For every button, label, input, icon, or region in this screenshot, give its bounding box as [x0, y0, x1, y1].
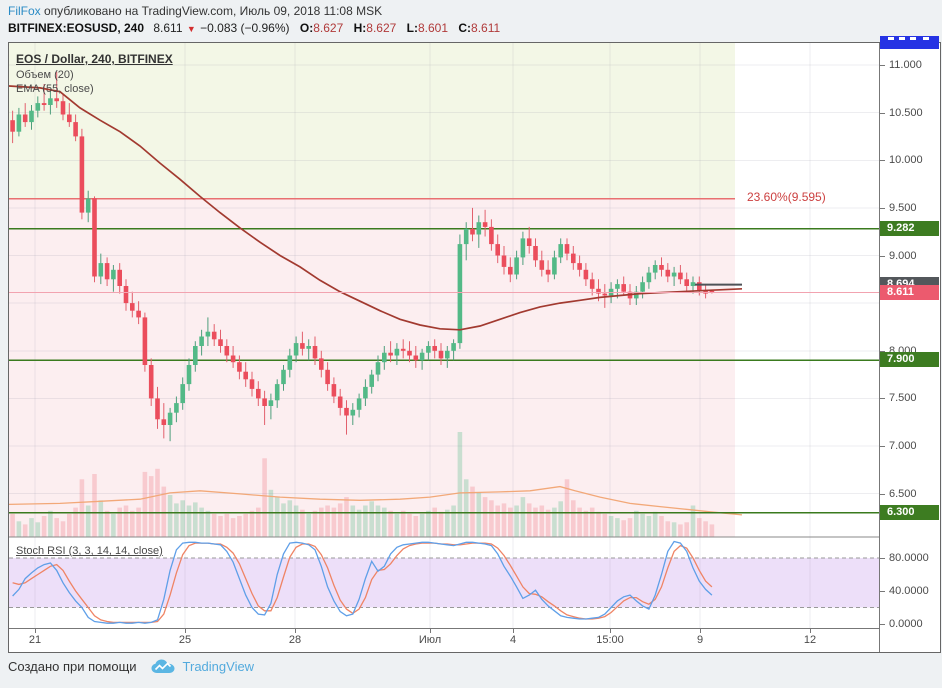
last-price-text: 8.611	[153, 21, 183, 35]
price-badge: 8.611	[880, 284, 939, 300]
price-axis-label: 9.000	[889, 249, 917, 262]
price-axis[interactable]: 11.000 10.500 10.000 9.500 9.000 8.000 7.500 7.…	[879, 43, 939, 652]
price-axis-label: 7.000	[889, 440, 917, 452]
price-tick	[880, 350, 885, 352]
open-value: 8.627	[313, 21, 344, 35]
price-tick	[880, 207, 885, 209]
published-line: FilFox опубликовано на TradingView.com, …	[8, 3, 500, 19]
stoch-band-edges	[9, 557, 879, 608]
time-axis-label: 28	[288, 634, 302, 646]
stoch-band	[9, 558, 879, 608]
price-tick	[880, 255, 885, 257]
price-badge: 6.300	[880, 504, 939, 520]
time-axis-label: 25	[178, 634, 192, 646]
price-tick	[880, 160, 885, 162]
stoch-axis-label: 0.0000	[889, 618, 923, 630]
time-tick	[35, 629, 36, 633]
stoch-k-line	[12, 540, 713, 624]
chart-title-link[interactable]: EOS / Dollar, 240, BITFINEX	[16, 52, 173, 66]
change-text: −0.083 (−0.96%)	[200, 21, 290, 35]
filfox-link[interactable]: FilFox	[8, 4, 41, 18]
symbol-label: BITFINEX:EOSUSD, 240	[8, 21, 145, 35]
ema-line	[9, 85, 743, 331]
chart-legend: EOS / Dollar, 240, BITFINEX Объем (20) E…	[16, 52, 173, 95]
price-badge: 7.900	[880, 352, 939, 368]
stoch-axis-label: 80.0000	[889, 552, 929, 564]
time-axis-label: 12	[803, 634, 817, 646]
price-badge: 9.282	[880, 220, 939, 236]
tradingview-link[interactable]: TradingView	[182, 659, 255, 674]
close-value: 8.611	[471, 21, 501, 35]
price-chart[interactable]	[9, 43, 879, 628]
chart-frame: EOS / Dollar, 240, BITFINEX Объем (20) E…	[8, 36, 941, 653]
stoch-axis-label: 40.0000	[889, 585, 929, 597]
time-tick	[185, 629, 186, 633]
down-arrow-icon: ▼	[186, 24, 196, 34]
published-text: опубликовано на TradingView.com, Июль 09…	[40, 4, 383, 18]
price-axis-label: 10.500	[889, 106, 923, 119]
price-tick	[880, 112, 885, 114]
time-tick	[295, 629, 296, 633]
close-label: C:	[458, 21, 472, 35]
low-value: 8.601	[417, 21, 448, 35]
price-tick	[880, 493, 885, 495]
high-label: H:	[353, 21, 367, 35]
stoch-d-line	[12, 542, 713, 624]
time-axis-label: Июл	[418, 634, 442, 646]
header: FilFox опубликовано на TradingView.com, …	[8, 3, 500, 37]
fib-level-label: 23.60%(9.595)	[747, 189, 826, 204]
time-axis[interactable]: 21 25 28 Июл 4 15:00 9 12	[9, 628, 879, 652]
candles	[10, 71, 715, 442]
price-axis-label: 11.000	[889, 59, 922, 71]
time-axis-label: 15:00	[596, 634, 624, 646]
volume-bars	[10, 432, 715, 538]
symbol-line: BITFINEX:EOSUSD, 240 8.611 ▼ −0.083 (−0.…	[8, 20, 500, 37]
clipped-price-badge	[880, 36, 939, 49]
footer: Создано при помощи TradingView	[8, 659, 254, 674]
low-label: L:	[406, 21, 418, 35]
time-tick	[810, 629, 811, 633]
stoch-tick	[880, 624, 885, 625]
open-label: O:	[299, 21, 314, 35]
time-axis-label: 4	[509, 634, 517, 646]
time-tick	[513, 629, 514, 633]
price-tick	[880, 446, 885, 447]
stoch-rsi-legend[interactable]: Stoch RSI (3, 3, 14, 14, close)	[16, 545, 163, 557]
time-axis-label: 9	[696, 634, 704, 646]
price-axis-label: 9.500	[889, 201, 917, 214]
created-with-text: Создано при помощи	[8, 659, 137, 674]
price-tick	[880, 65, 885, 66]
stoch-tick	[880, 591, 885, 592]
price-axis-label: 6.500	[889, 487, 917, 500]
price-axis-label: 10.000	[889, 154, 923, 167]
support-levels	[9, 227, 879, 514]
tradingview-logo-icon	[151, 659, 175, 673]
time-axis-label: 21	[28, 634, 42, 646]
time-tick	[700, 629, 701, 633]
price-axis-label: 7.500	[889, 392, 917, 405]
fib-zones	[9, 43, 735, 538]
ema-indicator-label: EMA (55, close)	[16, 83, 94, 95]
time-tick	[610, 629, 611, 633]
stoch-tick	[880, 558, 885, 559]
price-tick	[880, 398, 885, 400]
grid	[9, 43, 879, 628]
volume-indicator-label: Объем (20)	[16, 69, 74, 81]
volume-ma-line	[9, 485, 743, 516]
high-value: 8.627	[366, 21, 397, 35]
time-tick	[430, 629, 431, 633]
